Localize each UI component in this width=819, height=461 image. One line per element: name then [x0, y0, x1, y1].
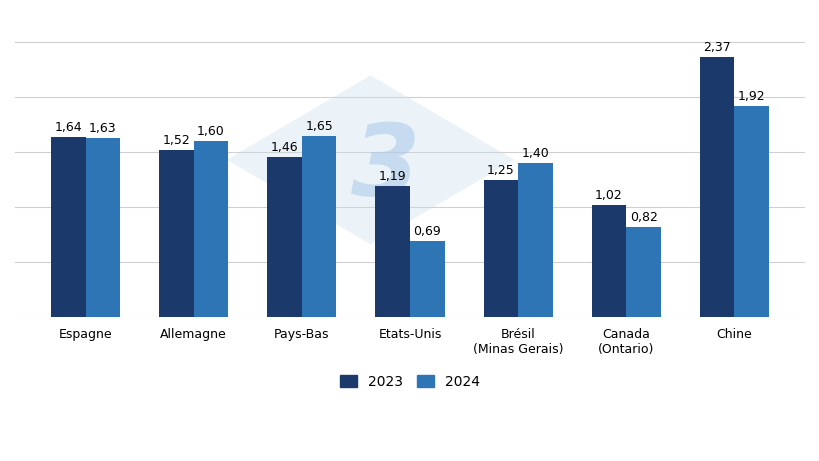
Text: 1,92: 1,92 [737, 90, 765, 103]
Legend: 2023, 2024: 2023, 2024 [334, 369, 485, 394]
Bar [375, 186, 410, 317]
Text: 1,46: 1,46 [270, 141, 298, 154]
Text: 0,82: 0,82 [629, 211, 657, 224]
Bar [85, 138, 120, 317]
Bar [51, 137, 85, 317]
Bar [301, 136, 336, 317]
Text: 1,25: 1,25 [486, 164, 514, 177]
Polygon shape [226, 75, 514, 244]
Bar [734, 106, 768, 317]
Text: 1,52: 1,52 [162, 134, 190, 147]
Text: 1,19: 1,19 [378, 171, 406, 183]
Bar [518, 163, 552, 317]
Text: 1,60: 1,60 [197, 125, 224, 138]
Text: 2,37: 2,37 [703, 41, 731, 54]
Text: 1,65: 1,65 [305, 120, 333, 133]
Bar [483, 179, 518, 317]
Text: 3: 3 [351, 120, 421, 217]
Bar [267, 157, 301, 317]
Text: 0,69: 0,69 [413, 225, 441, 238]
Bar [626, 227, 660, 317]
Bar [193, 141, 228, 317]
Bar [410, 241, 444, 317]
Text: 1,02: 1,02 [595, 189, 622, 202]
Text: 1,40: 1,40 [521, 148, 549, 160]
Bar [159, 150, 193, 317]
Text: 1,64: 1,64 [54, 121, 82, 134]
Bar [699, 57, 734, 317]
Text: 1,63: 1,63 [89, 122, 116, 135]
Bar [591, 205, 626, 317]
